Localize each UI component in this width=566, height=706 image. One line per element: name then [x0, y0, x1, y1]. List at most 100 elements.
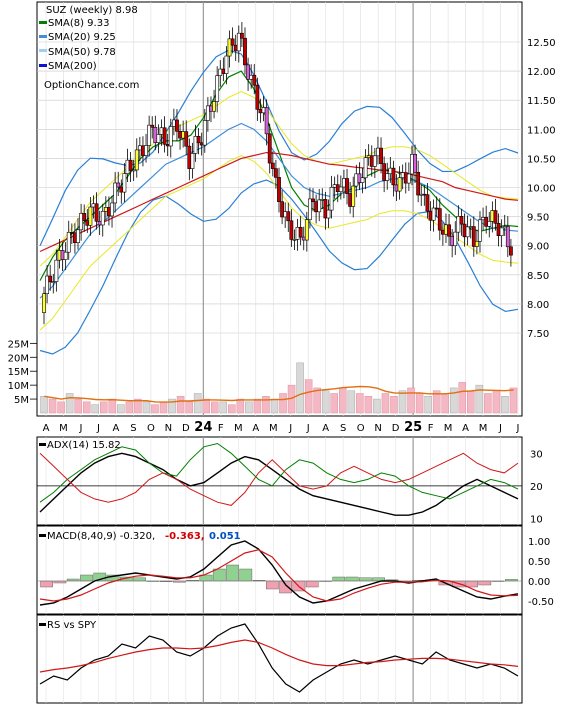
legend-sma50: SMA(50) 9.78 — [48, 47, 116, 58]
candle-body — [125, 159, 130, 174]
candlesticks — [42, 21, 513, 325]
macd-y-tick: 0.50 — [528, 557, 550, 568]
candle-body — [54, 259, 59, 282]
candle-body — [63, 251, 68, 260]
legend-swatch-sma8 — [39, 21, 47, 24]
price-y-tick: 12.00 — [527, 67, 556, 78]
macd-signal-value: -0.363, — [165, 531, 205, 542]
volume-bar — [390, 396, 398, 414]
volume-y-tick-labels: 25M 20M 15M 10M 5M — [8, 339, 37, 406]
candle-body — [113, 182, 118, 204]
volume-bar — [125, 401, 134, 414]
volume-y-tick: 25M — [8, 339, 29, 350]
volume-bar — [65, 393, 74, 414]
candle-body — [69, 232, 74, 234]
candle-body — [187, 145, 192, 169]
candle-body — [459, 216, 464, 225]
adx-y-tick: 10 — [530, 514, 543, 525]
candle-body — [243, 37, 247, 66]
candle-body — [450, 235, 455, 247]
candle-body — [422, 193, 427, 196]
candle-body — [128, 159, 133, 171]
candle-body — [137, 145, 142, 151]
x-tick-label: M — [479, 423, 488, 434]
price-y-tick: 10.50 — [527, 154, 556, 165]
candle-body — [320, 199, 325, 201]
candle-body — [209, 105, 213, 112]
macd-histogram-bar — [332, 576, 346, 582]
candle-body — [410, 154, 414, 175]
volume-bar — [100, 401, 108, 414]
candle-body — [199, 142, 204, 146]
candle-body — [175, 119, 179, 132]
candle-body — [171, 119, 176, 127]
candle-body — [196, 135, 201, 144]
candle-body — [66, 232, 71, 253]
macd-histogram-bar — [266, 580, 279, 590]
volume-bar — [210, 401, 219, 414]
x-tick-label: F — [428, 423, 434, 434]
candle-body — [270, 162, 275, 169]
price-y-tick: 9.00 — [527, 242, 549, 253]
candle-body — [221, 68, 226, 74]
candle-body — [91, 203, 96, 208]
volume-y-tick: 15M — [8, 367, 29, 378]
volume-average-line — [44, 385, 514, 403]
macd-histogram-bar — [80, 574, 93, 582]
candle-body — [246, 64, 250, 80]
x-tick-label: J — [78, 423, 82, 434]
candle-body — [159, 127, 164, 135]
volume-bar — [279, 393, 287, 414]
volume-bar — [134, 398, 142, 414]
volume-bar — [313, 387, 321, 414]
volume-bar — [253, 398, 262, 414]
candle-body — [85, 220, 90, 226]
candle-body — [413, 154, 417, 173]
adx-line-di — [39, 442, 519, 503]
adx-line-di — [39, 452, 519, 506]
candle-body — [280, 201, 284, 218]
candle-body — [82, 213, 87, 221]
adx-line-adx — [39, 452, 519, 516]
candle-body — [224, 55, 229, 74]
volume-bar — [484, 393, 492, 414]
watermark: OptionChance.com — [44, 80, 139, 91]
candle-body — [379, 147, 383, 164]
candle-body — [193, 135, 198, 154]
volume-bar — [151, 404, 159, 414]
candle-body — [351, 185, 356, 207]
candle-body — [382, 163, 387, 181]
volume-bar — [467, 390, 475, 414]
candle-body — [122, 173, 127, 193]
macd-signal-line — [39, 549, 519, 602]
volume-y-tick: 10M — [8, 381, 29, 392]
candle-body — [141, 145, 145, 156]
x-tick-label: M — [234, 423, 243, 434]
volume-bar — [339, 387, 347, 414]
candle-body — [388, 167, 393, 175]
candle-body — [261, 107, 266, 114]
candle-body — [119, 186, 124, 193]
candle-body — [434, 207, 439, 210]
candle-body — [311, 198, 315, 202]
x-tick-label: M — [444, 423, 453, 434]
rs-average-line — [39, 639, 519, 673]
legend-swatch-sma20 — [39, 35, 47, 38]
candle-body — [301, 236, 306, 241]
volume-bar — [228, 404, 236, 414]
x-tick-label: J — [498, 423, 502, 434]
candle-body — [444, 224, 448, 235]
x-tick-label: J — [288, 423, 292, 434]
candle-body — [428, 210, 433, 221]
candle-body — [505, 226, 510, 248]
candle-body — [274, 168, 278, 178]
x-tick-label: J — [306, 423, 310, 434]
x-tick-label: M — [269, 423, 278, 434]
candle-body — [178, 131, 182, 139]
candle-body — [397, 177, 402, 192]
candle-body — [474, 240, 479, 247]
candle-body — [419, 193, 424, 196]
candle-body — [60, 250, 65, 260]
volume-bar — [74, 398, 82, 414]
